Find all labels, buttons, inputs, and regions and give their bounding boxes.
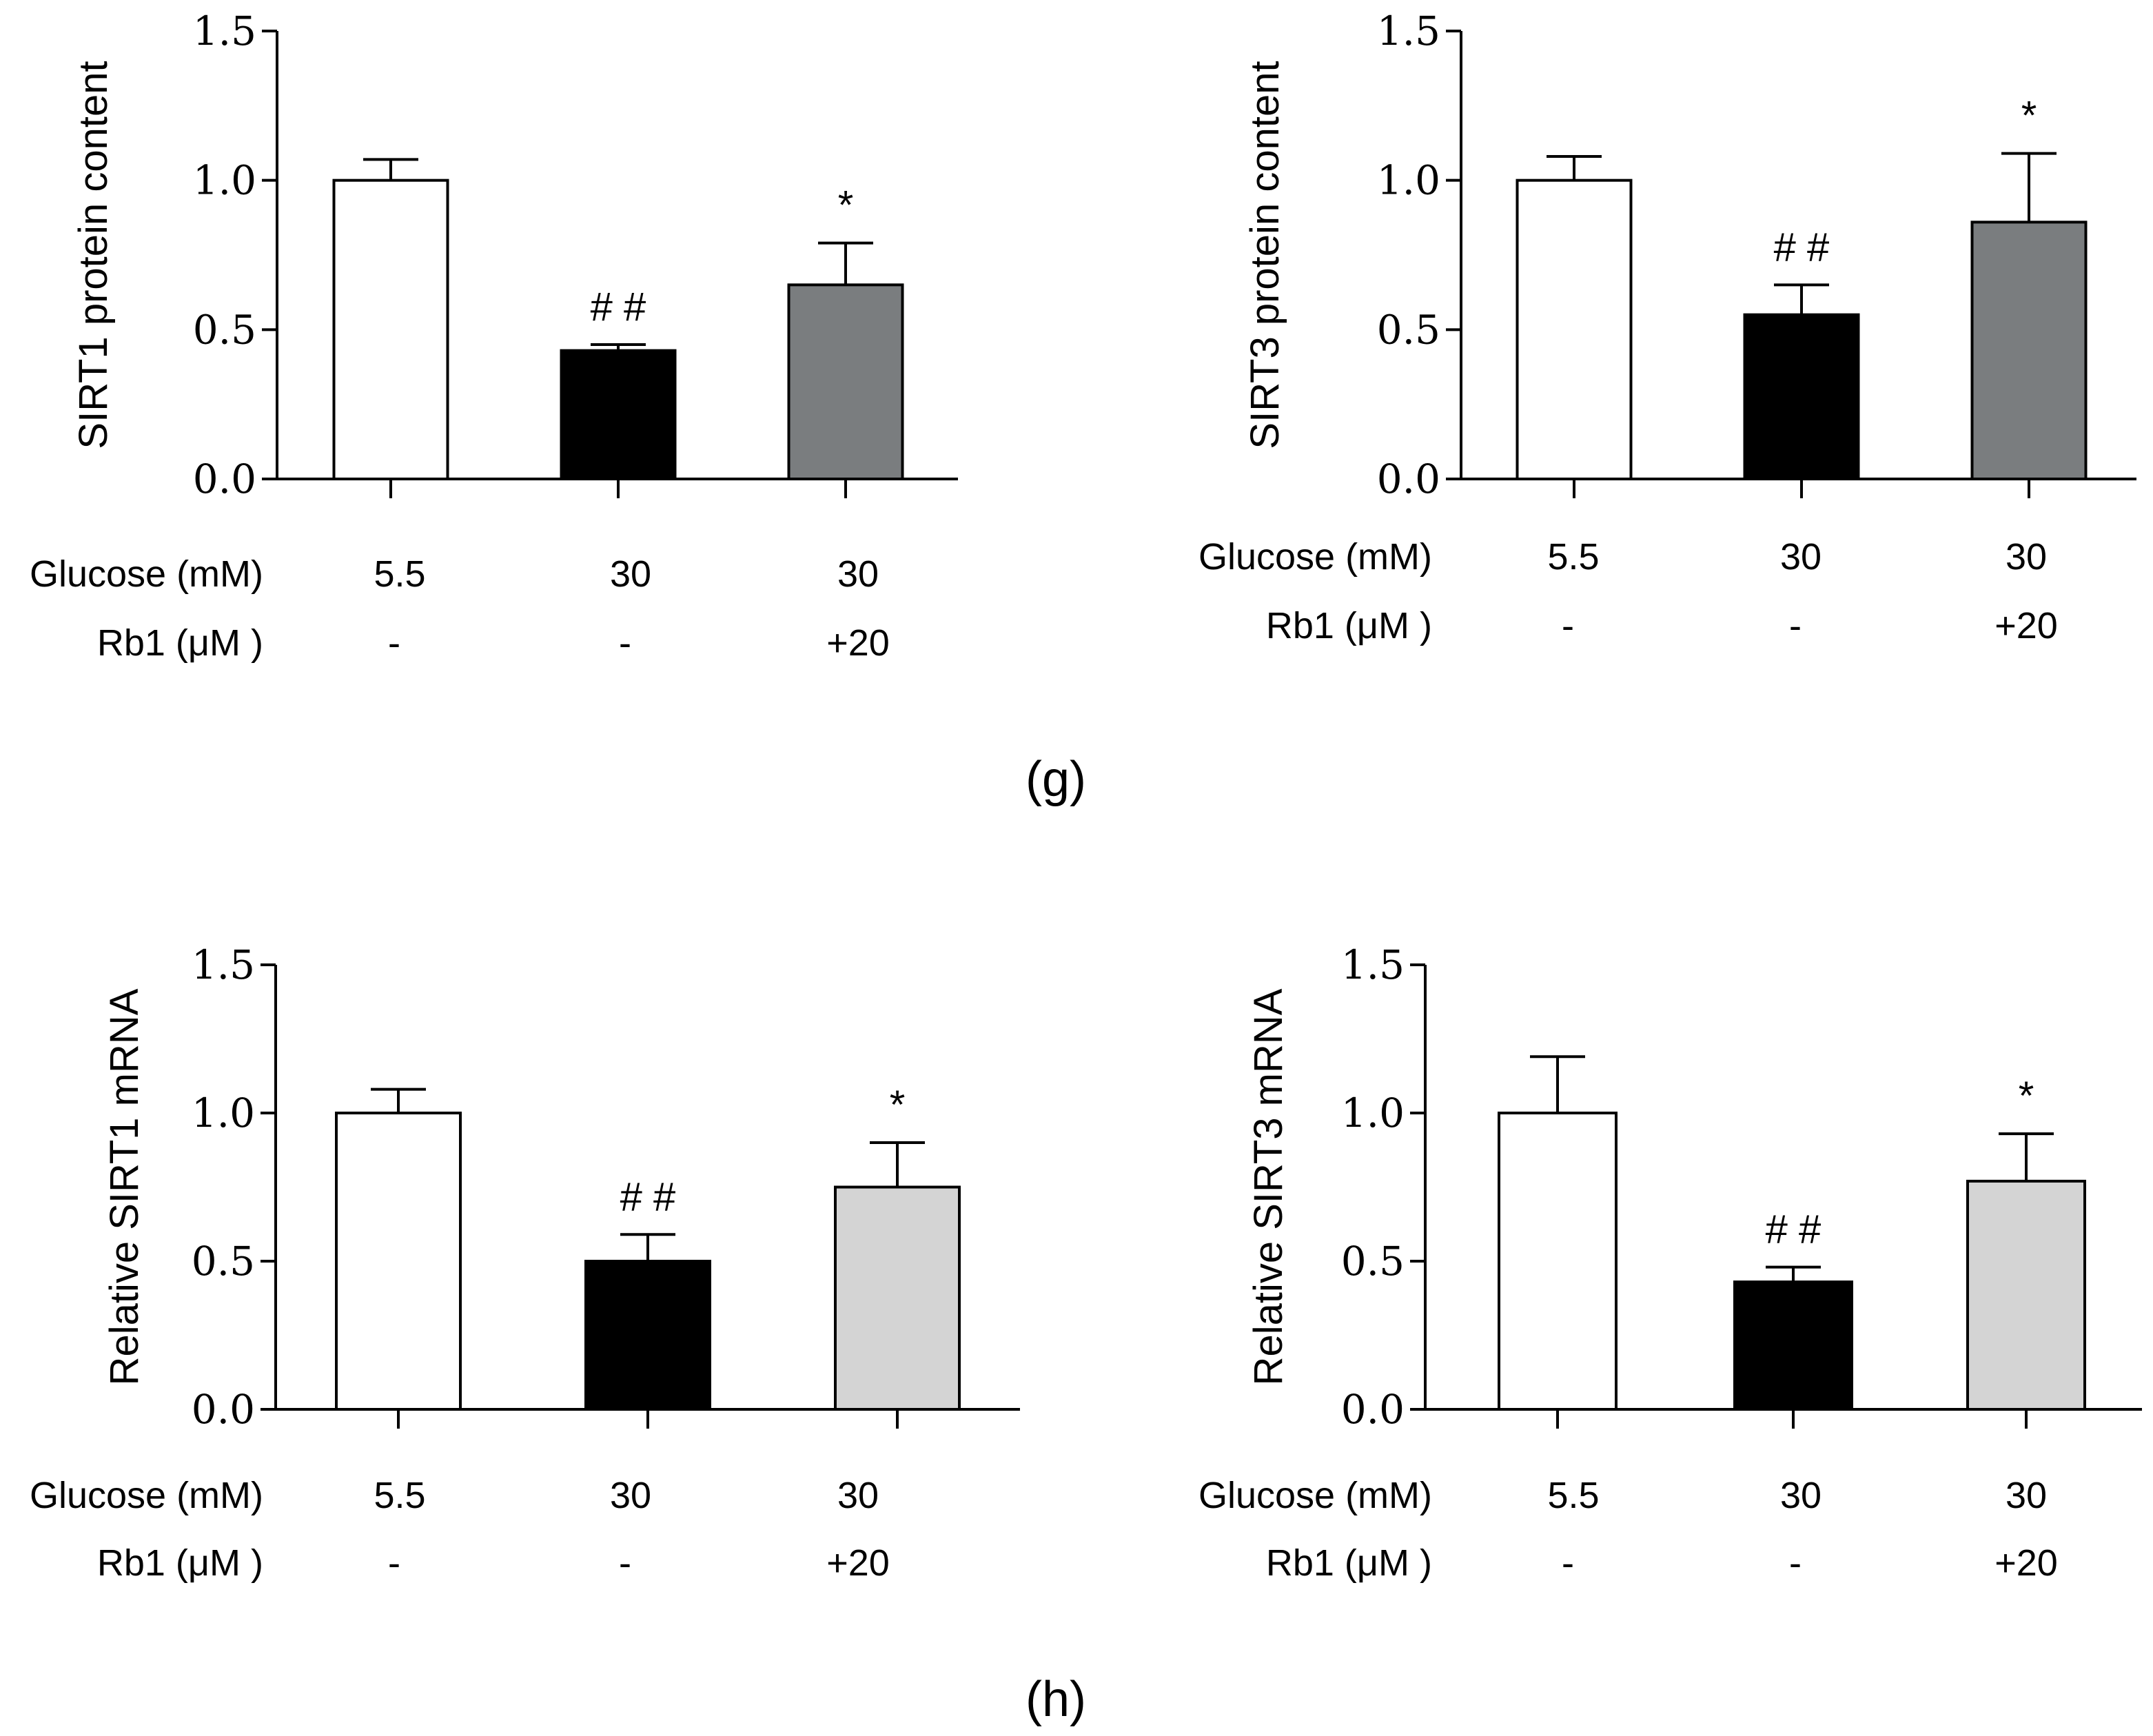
y-tick-label: 1.0 (1377, 157, 1440, 204)
bar (834, 1185, 961, 1411)
glucose-value: 30 (1780, 1475, 1822, 1516)
rb1-row-label: Rb1 (μM ) (1266, 1542, 1432, 1584)
y-tick-label: 1.5 (193, 8, 256, 54)
bar (560, 349, 677, 480)
significance-hash: # # (1766, 1207, 1822, 1252)
glucose-value: 5.5 (1547, 1475, 1599, 1516)
y-tick-label: 1.5 (1377, 8, 1440, 54)
glucose-value: 30 (2006, 1475, 2047, 1516)
rb1-value: +20 (1994, 605, 2058, 646)
panels: 0.0 0.5 1.0 1.5 SIRT1 protein content 5.5 - # #… (30, 8, 2142, 1584)
rb1-value: - (619, 1542, 631, 1584)
significance-star: * (2019, 1074, 2034, 1119)
glucose-row-label: Glucose (mM) (30, 553, 263, 595)
y-tick-label: 0.0 (192, 1386, 255, 1433)
significance-hash: # # (620, 1174, 676, 1219)
glucose-value: 5.5 (374, 553, 425, 595)
rb1-value: +20 (826, 622, 890, 664)
glucose-value: 30 (1780, 536, 1822, 578)
chart-panel-2: 0.0 0.5 1.0 1.5 SIRT3 protein content 5.5 - # #… (1198, 8, 2136, 646)
y-tick-label: 1.0 (1341, 1090, 1405, 1136)
bar (1516, 178, 1633, 480)
rb1-value: - (1789, 1542, 1802, 1584)
bar (584, 1260, 711, 1411)
glucose-row-label: Glucose (mM) (30, 1475, 263, 1516)
glucose-value: 30 (837, 1475, 879, 1516)
rb1-value: - (1562, 1542, 1574, 1584)
bar (787, 283, 904, 480)
glucose-value: 30 (610, 553, 651, 595)
glucose-value: 30 (2006, 536, 2047, 578)
bar (1498, 1112, 1618, 1411)
glucose-value: 5.5 (374, 1475, 425, 1516)
bar (1966, 1179, 2086, 1411)
panel-label-g: (g) (1026, 752, 1086, 807)
glucose-value: 5.5 (1547, 536, 1599, 578)
glucose-value: 30 (837, 553, 879, 595)
rb1-value: - (388, 622, 400, 664)
chart-panel-4: 0.0 0.5 1.0 1.5 Relative SIRT3 mRNA 5.5 - # # 30… (1198, 941, 2142, 1584)
y-tick-label: 1.5 (192, 941, 255, 988)
rb1-row-label: Rb1 (μM ) (97, 1542, 263, 1584)
y-tick-label: 1.5 (1341, 941, 1405, 988)
rb1-value: - (388, 1542, 400, 1584)
significance-star: * (2021, 94, 2037, 139)
y-tick-label: 0.5 (193, 306, 256, 353)
significance-hash: # # (591, 285, 646, 329)
glucose-row-label: Glucose (mM) (1198, 536, 1432, 578)
bar (1970, 221, 2088, 480)
rb1-value: - (1562, 605, 1574, 646)
y-tick-label: 0.0 (1377, 456, 1440, 502)
y-tick-label: 0.5 (192, 1238, 255, 1285)
glucose-row-label: Glucose (mM) (1198, 1475, 1432, 1516)
rb1-value: +20 (1994, 1542, 2058, 1584)
rb1-row-label: Rb1 (μM ) (97, 622, 263, 664)
bar (332, 178, 449, 480)
bar (1743, 313, 1860, 480)
y-axis-title: SIRT1 protein content (71, 61, 116, 449)
y-tick-label: 0.0 (193, 456, 256, 502)
chart-panel-1: 0.0 0.5 1.0 1.5 SIRT1 protein content 5.5 - # #… (30, 8, 958, 664)
y-tick-label: 0.0 (1341, 1386, 1405, 1433)
y-axis-title: SIRT3 protein content (1243, 61, 1287, 449)
bar (335, 1112, 462, 1411)
significance-star: * (890, 1083, 906, 1127)
y-axis-title: Relative SIRT3 mRNA (1246, 988, 1291, 1385)
rb1-value: - (619, 622, 631, 664)
significance-star: * (838, 183, 854, 228)
y-tick-label: 0.5 (1377, 306, 1440, 353)
glucose-value: 30 (610, 1475, 651, 1516)
rb1-value: - (1789, 605, 1802, 646)
y-tick-label: 1.0 (192, 1090, 255, 1136)
bar (1733, 1280, 1853, 1411)
y-axis-title: Relative SIRT1 mRNA (102, 988, 147, 1385)
y-tick-label: 1.0 (193, 157, 256, 204)
y-tick-label: 0.5 (1341, 1238, 1405, 1285)
panel-label-h: (h) (1026, 1672, 1086, 1727)
significance-hash: # # (1774, 225, 1830, 269)
rb1-value: +20 (826, 1542, 890, 1584)
rb1-row-label: Rb1 (μM ) (1266, 605, 1432, 646)
chart-panel-3: 0.0 0.5 1.0 1.5 Relative SIRT1 mRNA 5.5 - # # 30… (30, 941, 1020, 1584)
